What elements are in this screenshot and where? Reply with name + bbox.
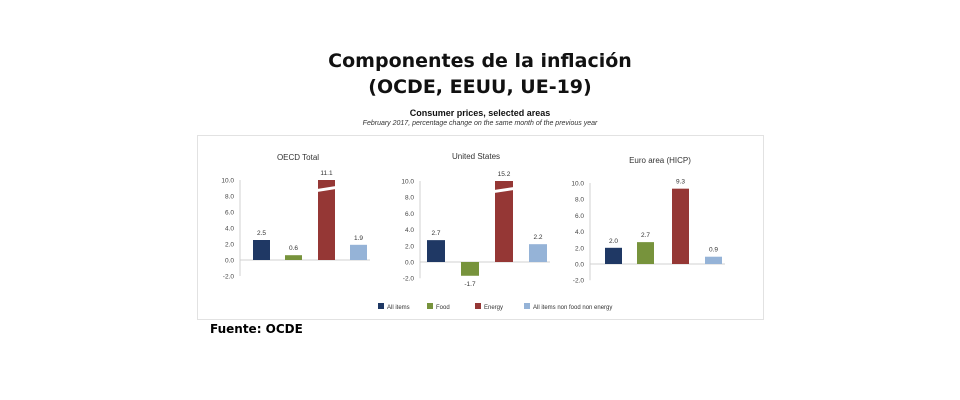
panel-title: Euro area (HICP) — [629, 156, 691, 165]
data-label: 2.0 — [609, 238, 618, 245]
y-tick-label: 2.0 — [225, 242, 234, 249]
data-label: 0.9 — [709, 247, 718, 254]
bar-energy — [672, 188, 689, 264]
axis-break — [494, 187, 514, 193]
y-tick-label: 2.0 — [405, 243, 414, 250]
bar-food — [461, 262, 479, 276]
y-tick-label: 8.0 — [405, 195, 414, 202]
y-tick-label: 4.0 — [575, 229, 584, 236]
data-label: 2.2 — [533, 234, 542, 241]
data-label: 0.6 — [289, 245, 298, 252]
y-tick-label: 8.0 — [575, 197, 584, 204]
y-tick-label: 6.0 — [225, 210, 234, 217]
chart-subtitle: February 2017, percentage change on the … — [362, 120, 598, 127]
bar-energy — [318, 180, 335, 260]
bar-food — [637, 242, 654, 264]
bar-all-items — [605, 247, 622, 264]
legend-label: All items — [387, 305, 410, 311]
y-tick-label: 8.0 — [225, 194, 234, 201]
data-label: 1.9 — [354, 235, 363, 242]
data-label: 11.1 — [320, 170, 333, 177]
legend-label: Energy — [484, 305, 503, 311]
y-tick-label: -2.0 — [403, 276, 415, 283]
legend-label: Food — [436, 305, 450, 311]
y-tick-label: 10.0 — [401, 179, 414, 186]
y-tick-label: 10.0 — [221, 178, 234, 185]
panel-title: United States — [452, 152, 500, 161]
bar-food — [285, 255, 302, 260]
y-tick-label: 10.0 — [571, 181, 584, 188]
data-label: 9.3 — [676, 179, 685, 186]
legend-swatch — [524, 303, 530, 309]
y-tick-label: 0.0 — [575, 262, 584, 269]
bar-all-items — [253, 240, 270, 260]
bar-all-items-non-food-non-energy — [350, 244, 367, 260]
data-label: 15.2 — [498, 171, 511, 178]
y-tick-label: 6.0 — [405, 211, 414, 218]
legend-label: All items non food non energy — [533, 305, 612, 311]
source-note: Fuente: OCDE — [210, 322, 303, 336]
bar-all-items-non-food-non-energy — [529, 244, 547, 262]
y-tick-label: -2.0 — [223, 274, 235, 281]
y-tick-label: 6.0 — [575, 213, 584, 220]
bar-energy — [495, 181, 513, 262]
bar-all-items-non-food-non-energy — [705, 256, 722, 264]
data-label: 2.5 — [257, 230, 266, 237]
legend-swatch — [475, 303, 481, 309]
data-label: 2.7 — [641, 232, 650, 239]
y-tick-label: -2.0 — [573, 278, 585, 285]
data-label: 2.7 — [431, 230, 440, 237]
axis-break — [317, 186, 336, 192]
panel-title: OECD Total — [277, 153, 319, 162]
data-label: -1.7 — [464, 281, 476, 288]
legend-swatch — [378, 303, 384, 309]
chart-frame — [197, 135, 764, 320]
bar-all-items — [427, 240, 445, 262]
chart-title: Consumer prices, selected areas — [409, 108, 551, 118]
y-tick-label: 0.0 — [225, 258, 234, 265]
page-title: Componentes de la inflación — [328, 50, 632, 72]
y-tick-label: 4.0 — [225, 226, 234, 233]
legend-swatch — [427, 303, 433, 309]
page-subtitle: (OCDE, EEUU, UE-19) — [368, 76, 592, 98]
y-tick-label: 2.0 — [575, 245, 584, 252]
y-tick-label: 4.0 — [405, 227, 414, 234]
y-tick-label: 0.0 — [405, 260, 414, 267]
